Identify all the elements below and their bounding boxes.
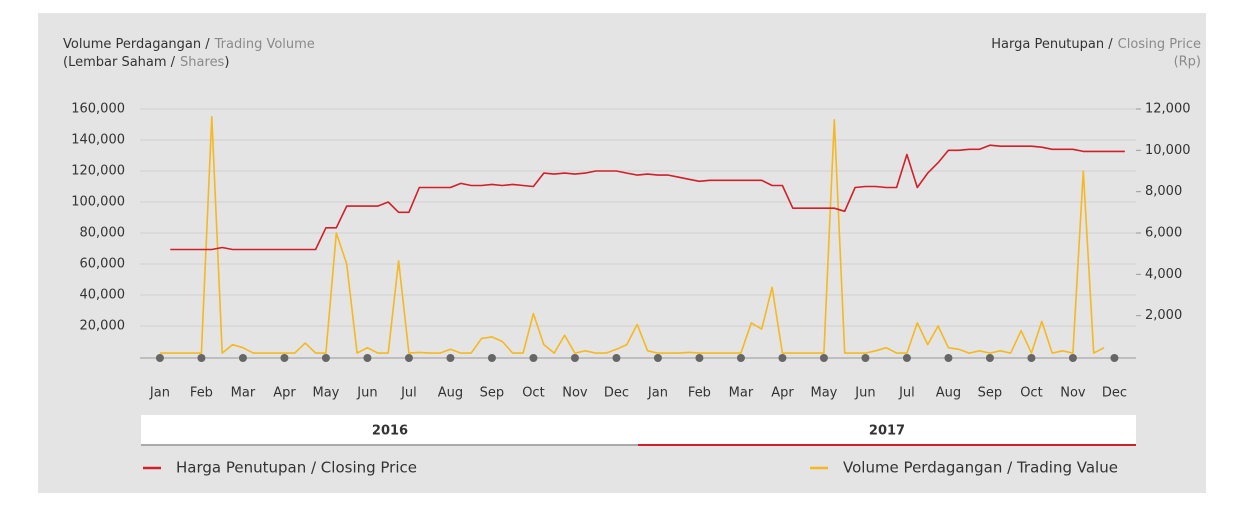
x-tick-dot bbox=[736, 354, 745, 362]
x-tick-label: May bbox=[810, 386, 837, 401]
x-tick-dot bbox=[446, 354, 455, 362]
x-tick-label: Feb bbox=[688, 386, 711, 401]
x-tick-dot bbox=[653, 354, 662, 362]
x-tick-label: Dec bbox=[604, 386, 629, 401]
x-tick-dot bbox=[1068, 354, 1077, 362]
x-tick-dot bbox=[570, 354, 579, 362]
x-tick-label: Jul bbox=[898, 386, 915, 401]
y2-axis-label: Harga Penutupan / Closing Price bbox=[991, 37, 1201, 52]
x-tick-dot bbox=[819, 354, 828, 362]
y-tick-label: 60,000 bbox=[80, 257, 126, 272]
x-tick-label: Sep bbox=[978, 386, 1003, 401]
x-tick-label: Mar bbox=[231, 386, 256, 401]
x-tick-label: Sep bbox=[480, 386, 505, 401]
x-tick-dot bbox=[197, 354, 206, 362]
x-tick-dot bbox=[985, 354, 994, 362]
series-line bbox=[159, 116, 1105, 354]
x-tick-label: Jun bbox=[356, 386, 377, 401]
x-tick-label: Dec bbox=[1102, 386, 1127, 401]
y2-tick-label: 12,000 bbox=[1145, 102, 1191, 117]
year-bar bbox=[141, 415, 1136, 446]
y-tick-label: 100,000 bbox=[71, 195, 125, 210]
y-tick-label: 160,000 bbox=[71, 102, 125, 117]
y-label-english: Trading Volume bbox=[214, 37, 315, 52]
x-tick-dot bbox=[487, 354, 496, 362]
y-tick-label: 40,000 bbox=[80, 288, 126, 303]
x-tick-dot bbox=[280, 354, 289, 362]
y2-tick-label: 4,000 bbox=[1145, 267, 1182, 282]
x-tick-label: Nov bbox=[1060, 386, 1086, 401]
y2-tick-label: 10,000 bbox=[1145, 143, 1191, 158]
year-label: 2017 bbox=[869, 424, 905, 439]
y2-label-local: Harga Penutupan / bbox=[991, 37, 1113, 52]
x-tick-label: Nov bbox=[562, 386, 588, 401]
x-tick-label: Jan bbox=[647, 386, 668, 401]
x-tick-dot bbox=[529, 354, 538, 362]
legend-label: Harga Penutupan / Closing Price bbox=[176, 459, 417, 477]
x-tick-dot bbox=[155, 354, 164, 362]
x-tick-label: Feb bbox=[190, 386, 213, 401]
x-tick-dot bbox=[902, 354, 911, 362]
y2-axis-unit: (Rp) bbox=[1174, 55, 1201, 70]
legend-label: Volume Perdagangan / Trading Value bbox=[843, 459, 1118, 477]
panel bbox=[38, 13, 1206, 493]
x-tick-label: Apr bbox=[273, 386, 296, 401]
y2-tick-label: 8,000 bbox=[1145, 184, 1182, 199]
x-tick-dot bbox=[695, 354, 704, 362]
x-tick-label: Oct bbox=[522, 386, 544, 401]
x-tick-label: Jul bbox=[400, 386, 417, 401]
y-tick-label: 20,000 bbox=[80, 319, 126, 334]
y-axis-unit: (Lembar Saham / Shares) bbox=[63, 55, 229, 70]
x-tick-dot bbox=[861, 354, 870, 362]
y-tick-label: 140,000 bbox=[71, 133, 125, 148]
x-tick-dot bbox=[363, 354, 372, 362]
y-unit-english: Shares bbox=[180, 55, 225, 70]
x-tick-dot bbox=[1110, 354, 1119, 362]
series-line bbox=[170, 144, 1125, 251]
x-tick-dot bbox=[321, 354, 330, 362]
y-label-local: Volume Perdagangan / bbox=[63, 37, 210, 52]
x-tick-dot bbox=[612, 354, 621, 362]
y2-tick-label: 2,000 bbox=[1145, 308, 1182, 323]
y-tick-label: 80,000 bbox=[80, 226, 126, 241]
x-tick-label: Apr bbox=[771, 386, 794, 401]
x-tick-label: Aug bbox=[438, 386, 463, 401]
x-tick-label: Jan bbox=[149, 386, 170, 401]
x-tick-label: Mar bbox=[729, 386, 754, 401]
x-tick-label: Jun bbox=[854, 386, 875, 401]
x-tick-dot bbox=[778, 354, 787, 362]
y-axis-label: Volume Perdagangan / Trading Volume bbox=[63, 37, 315, 52]
year-label: 2016 bbox=[372, 424, 408, 439]
y2-tick-label: 6,000 bbox=[1145, 226, 1182, 241]
y-tick-label: 120,000 bbox=[71, 164, 125, 179]
x-tick-label: Aug bbox=[936, 386, 961, 401]
x-tick-label: May bbox=[312, 386, 339, 401]
x-tick-dot bbox=[944, 354, 953, 362]
y-unit-close: ) bbox=[224, 55, 229, 70]
y-unit-local: (Lembar Saham / bbox=[63, 55, 176, 70]
y2-label-english: Closing Price bbox=[1118, 37, 1201, 52]
x-tick-label: Oct bbox=[1020, 386, 1042, 401]
x-tick-dot bbox=[238, 354, 247, 362]
x-tick-dot bbox=[1027, 354, 1036, 362]
x-tick-dot bbox=[404, 354, 413, 362]
